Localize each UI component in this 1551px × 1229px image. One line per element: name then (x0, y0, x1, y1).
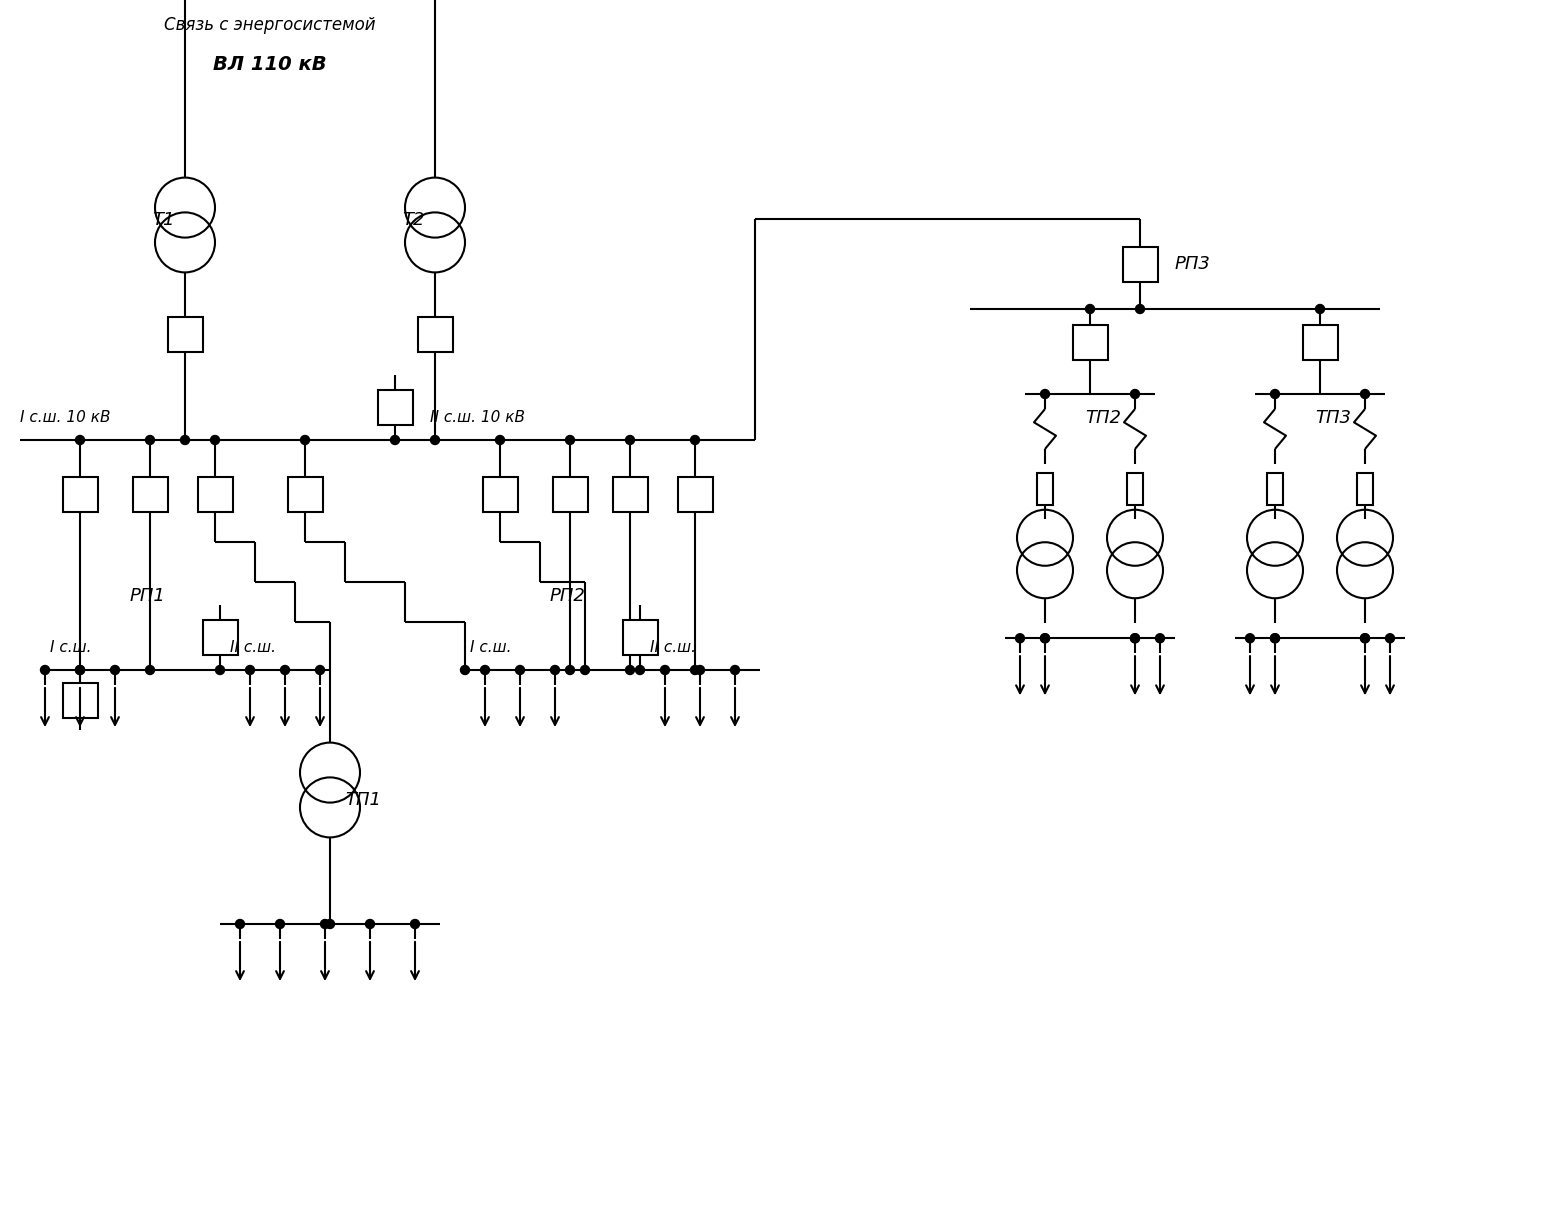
Circle shape (495, 435, 504, 445)
Text: II с.ш.: II с.ш. (650, 640, 696, 655)
Circle shape (76, 435, 84, 445)
Bar (62, 682, 98, 718)
Text: I с.ш. 10 кВ: I с.ш. 10 кВ (20, 410, 110, 425)
Circle shape (326, 919, 335, 928)
Circle shape (411, 919, 419, 928)
Circle shape (321, 919, 329, 928)
Bar (62, 477, 98, 511)
Circle shape (731, 665, 740, 675)
Circle shape (146, 665, 155, 675)
Circle shape (76, 665, 84, 675)
Circle shape (76, 665, 84, 675)
Circle shape (315, 665, 324, 675)
Bar (613, 477, 647, 511)
Bar (1072, 324, 1107, 360)
Circle shape (216, 665, 225, 675)
Bar (678, 477, 712, 511)
Circle shape (695, 665, 704, 675)
Bar (1123, 247, 1157, 281)
Bar (132, 477, 168, 511)
Circle shape (1360, 634, 1370, 643)
Circle shape (146, 435, 155, 445)
Circle shape (431, 435, 439, 445)
Bar (1303, 324, 1337, 360)
Circle shape (1086, 305, 1095, 313)
Circle shape (40, 665, 50, 675)
Circle shape (1041, 634, 1050, 643)
Circle shape (1315, 305, 1325, 313)
Circle shape (690, 665, 700, 675)
Circle shape (245, 665, 254, 675)
Bar (1267, 473, 1283, 505)
Circle shape (1016, 634, 1025, 643)
Text: Т2: Т2 (403, 211, 425, 229)
Circle shape (1131, 390, 1140, 398)
Text: РП3: РП3 (1176, 254, 1211, 273)
Bar (203, 619, 237, 655)
Circle shape (1155, 634, 1165, 643)
Circle shape (236, 919, 245, 928)
Bar (482, 477, 518, 511)
Circle shape (551, 665, 560, 675)
Circle shape (636, 665, 645, 675)
Circle shape (110, 665, 119, 675)
Text: I с.ш.: I с.ш. (50, 640, 92, 655)
Circle shape (1360, 634, 1370, 643)
Text: ТП1: ТП1 (344, 791, 382, 809)
Circle shape (580, 665, 589, 675)
Circle shape (1385, 634, 1394, 643)
Circle shape (1131, 634, 1140, 643)
Text: II с.ш.: II с.ш. (230, 640, 276, 655)
Circle shape (276, 919, 284, 928)
Circle shape (1245, 634, 1255, 643)
Circle shape (690, 435, 700, 445)
Circle shape (661, 665, 670, 675)
Text: РП2: РП2 (551, 587, 586, 605)
Bar (417, 317, 453, 351)
Circle shape (566, 435, 574, 445)
Circle shape (1041, 634, 1050, 643)
Bar (168, 317, 203, 351)
Text: РП1: РП1 (130, 587, 166, 605)
Bar (287, 477, 323, 511)
Circle shape (481, 665, 490, 675)
Circle shape (461, 665, 470, 675)
Circle shape (1270, 390, 1280, 398)
Text: Связь с энергосистемой: Связь с энергосистемой (164, 16, 375, 34)
Circle shape (391, 435, 400, 445)
Circle shape (1360, 390, 1370, 398)
Circle shape (301, 435, 310, 445)
Circle shape (211, 435, 220, 445)
Circle shape (566, 665, 574, 675)
Text: ТП3: ТП3 (1315, 409, 1351, 426)
Text: II с.ш. 10 кВ: II с.ш. 10 кВ (430, 410, 524, 425)
Circle shape (281, 665, 290, 675)
Bar (1128, 473, 1143, 505)
Circle shape (515, 665, 524, 675)
Circle shape (1270, 634, 1280, 643)
Bar (622, 619, 658, 655)
Text: ТП2: ТП2 (1086, 409, 1121, 426)
Bar (552, 477, 588, 511)
Circle shape (1270, 634, 1280, 643)
Circle shape (180, 435, 189, 445)
Bar (1357, 473, 1373, 505)
Text: ВЛ 110 кВ: ВЛ 110 кВ (212, 55, 327, 74)
Circle shape (1041, 390, 1050, 398)
Circle shape (625, 665, 634, 675)
Circle shape (625, 435, 634, 445)
Circle shape (1135, 305, 1145, 313)
Bar (377, 390, 413, 424)
Text: I с.ш.: I с.ш. (470, 640, 512, 655)
Text: Т1: Т1 (152, 211, 175, 229)
Circle shape (1131, 634, 1140, 643)
Bar (197, 477, 233, 511)
Circle shape (366, 919, 374, 928)
Bar (1038, 473, 1053, 505)
